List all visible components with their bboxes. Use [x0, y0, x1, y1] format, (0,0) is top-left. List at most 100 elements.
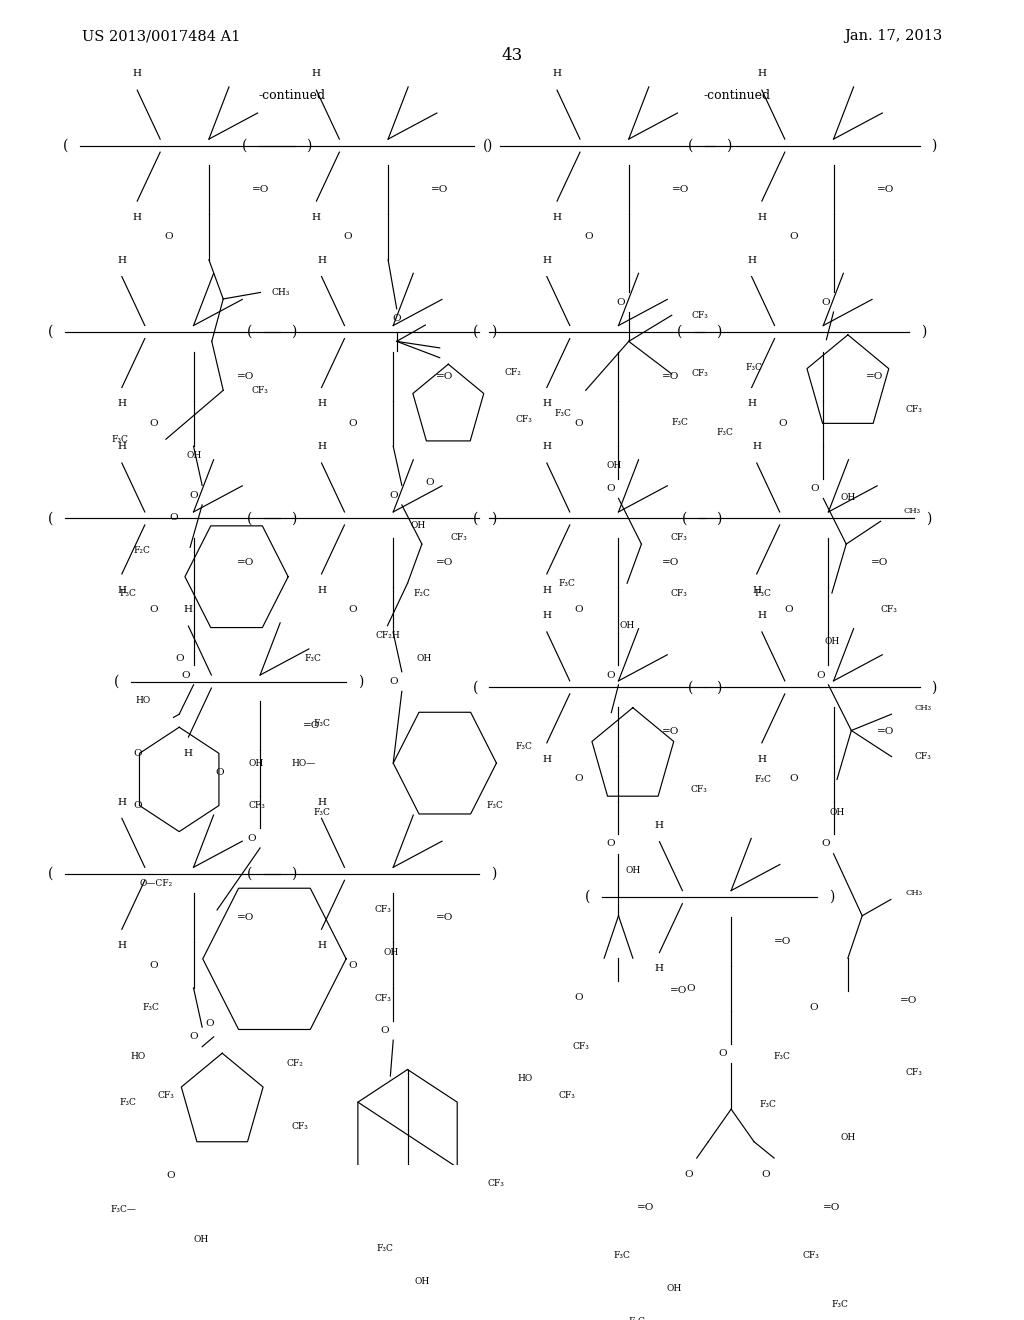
Text: Jan. 17, 2013: Jan. 17, 2013	[844, 29, 942, 44]
Text: CF₃: CF₃	[559, 1090, 575, 1100]
Text: H: H	[748, 256, 756, 265]
Text: O: O	[821, 298, 829, 306]
Text: ): )	[291, 867, 297, 880]
Text: F₃C: F₃C	[629, 1316, 645, 1320]
Text: H: H	[312, 213, 321, 222]
Text: O: O	[790, 775, 798, 783]
Text: O: O	[389, 677, 398, 686]
Text: O: O	[169, 513, 178, 523]
Text: (: (	[247, 325, 253, 339]
Text: H: H	[118, 256, 126, 265]
Text: CH₃: CH₃	[905, 888, 923, 896]
Text: O: O	[349, 961, 357, 970]
Text: ): )	[716, 680, 722, 694]
Text: H: H	[317, 797, 326, 807]
Text: H: H	[553, 70, 561, 78]
Text: O: O	[790, 232, 798, 242]
Text: CF₃: CF₃	[803, 1251, 819, 1261]
Text: OH: OH	[416, 653, 431, 663]
Text: O: O	[762, 1170, 770, 1179]
Text: O: O	[133, 801, 142, 810]
Text: =O: =O	[303, 721, 321, 730]
Text: H: H	[118, 797, 126, 807]
Text: CF₃: CF₃	[905, 1068, 922, 1077]
Text: (: (	[682, 511, 688, 525]
Text: CF₃: CF₃	[158, 1092, 174, 1101]
Text: O: O	[381, 1026, 389, 1035]
Text: H: H	[184, 748, 193, 758]
Text: F₃C: F₃C	[516, 742, 532, 751]
Text: -continued: -continued	[703, 88, 771, 102]
Text: O: O	[719, 1049, 727, 1059]
Text: F₃C: F₃C	[774, 1052, 791, 1060]
Text: O: O	[150, 606, 158, 614]
Text: =O: =O	[662, 727, 679, 737]
Text: (: (	[687, 139, 693, 153]
Text: O: O	[821, 840, 829, 849]
Text: F₃C: F₃C	[487, 801, 504, 810]
Text: =O: =O	[436, 558, 454, 568]
Text: OH: OH	[829, 808, 845, 817]
Text: O: O	[687, 983, 695, 993]
Text: F₃C: F₃C	[755, 775, 771, 784]
Text: H: H	[543, 586, 551, 595]
Text: ): )	[490, 325, 497, 339]
Text: HO: HO	[517, 1074, 532, 1084]
Text: H: H	[543, 755, 551, 764]
Text: =O: =O	[877, 185, 894, 194]
Text: ): )	[291, 325, 297, 339]
Text: O: O	[133, 748, 142, 758]
Text: O: O	[189, 491, 199, 500]
Text: H: H	[753, 586, 761, 595]
Text: O: O	[392, 314, 401, 323]
Text: F₃C: F₃C	[120, 589, 136, 598]
Text: ): )	[931, 139, 937, 153]
Text: O: O	[809, 1003, 818, 1011]
Text: ): )	[926, 511, 932, 525]
Text: O: O	[205, 1019, 214, 1028]
Text: F₃C: F₃C	[717, 428, 733, 437]
Text: CF₃: CF₃	[252, 385, 268, 395]
Text: (: (	[62, 139, 69, 153]
Text: ): )	[726, 139, 732, 153]
Text: H: H	[758, 611, 766, 620]
Text: =O: =O	[866, 372, 884, 380]
Text: CH₃: CH₃	[903, 507, 921, 516]
Text: F₃C: F₃C	[120, 1098, 136, 1106]
Text: =O: =O	[662, 372, 679, 380]
Text: O: O	[811, 484, 819, 494]
Text: H: H	[118, 586, 126, 595]
Text: O: O	[165, 232, 173, 242]
Text: H: H	[118, 941, 126, 950]
Text: F₃C—: F₃C—	[111, 1205, 136, 1214]
Text: CF₃: CF₃	[670, 589, 687, 598]
Text: OH: OH	[620, 622, 635, 630]
Text: ): )	[921, 325, 927, 339]
Text: F₃C: F₃C	[112, 434, 129, 444]
Text: (: (	[242, 139, 248, 153]
Text: =O: =O	[899, 997, 916, 1005]
Text: O: O	[248, 834, 256, 842]
Text: F₃C: F₃C	[313, 808, 330, 817]
Text: H: H	[753, 442, 761, 451]
Text: O: O	[574, 775, 583, 783]
Text: OH: OH	[415, 1276, 429, 1286]
Text: H: H	[317, 400, 326, 408]
Text: H: H	[184, 606, 193, 614]
Text: CF₃: CF₃	[905, 405, 922, 414]
Text: OH: OH	[841, 1133, 855, 1142]
Text: O: O	[574, 606, 583, 614]
Text: H: H	[312, 70, 321, 78]
Text: O: O	[784, 606, 793, 614]
Text: OH: OH	[626, 866, 640, 875]
Text: CF₃: CF₃	[451, 533, 467, 543]
Text: =O: =O	[237, 913, 254, 923]
Text: O: O	[606, 671, 614, 680]
Text: O: O	[574, 418, 583, 428]
Text: O: O	[150, 961, 158, 970]
Text: (: (	[687, 680, 693, 694]
Text: =O: =O	[774, 937, 792, 945]
Text: OH: OH	[411, 521, 426, 529]
Text: =O: =O	[662, 558, 679, 568]
Text: =O: =O	[436, 372, 454, 380]
